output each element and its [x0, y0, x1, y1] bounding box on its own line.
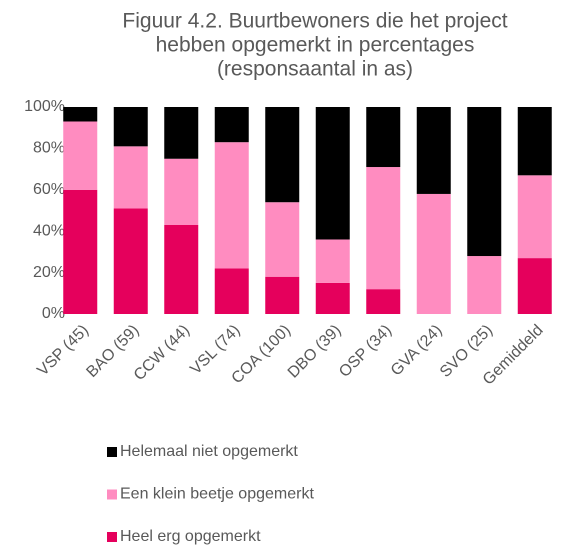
bar-segment	[113, 146, 148, 209]
x-tick-label: CCW (44)	[131, 322, 193, 384]
bar-segment	[214, 107, 249, 143]
chart-title: Figuur 4.2. Buurtbewoners die het projec…	[122, 10, 507, 33]
y-tick-label: 0%	[42, 305, 65, 322]
bar-segment	[113, 107, 148, 147]
bar-segment	[265, 202, 300, 277]
bar-segment	[63, 121, 98, 190]
y-tick-label: 40%	[33, 222, 65, 239]
y-tick-label: 20%	[33, 264, 65, 281]
chart-title: (responsaantal in as)	[217, 58, 413, 81]
legend-swatch	[107, 489, 117, 500]
legend-swatch	[107, 532, 117, 542]
bar-segment	[113, 208, 148, 314]
bar-segment	[63, 189, 98, 314]
bar-segment	[315, 282, 350, 314]
bar-segment	[467, 256, 502, 314]
bar-segment	[366, 167, 401, 290]
legend-swatch	[107, 447, 117, 457]
bar-segment	[467, 107, 502, 257]
x-tick-label: DBO (39)	[285, 322, 345, 382]
bar-segment	[265, 107, 300, 203]
legend-label: Helemaal niet opgemerkt	[120, 443, 298, 460]
x-tick-label: OSP (34)	[336, 322, 395, 381]
y-tick-label: 100%	[24, 98, 65, 115]
bar-segment	[517, 107, 552, 176]
bar-segment	[517, 175, 552, 259]
bar-segment	[214, 268, 249, 314]
bar-segment	[416, 107, 451, 194]
bar-segment	[315, 239, 350, 283]
y-tick-label: 80%	[33, 140, 65, 157]
legend-label: Een klein beetje opgemerkt	[120, 486, 314, 503]
bar-segment	[164, 107, 199, 159]
bar-segment	[517, 258, 552, 314]
bar-segment	[164, 158, 199, 225]
x-tick-label: GVA (24)	[388, 322, 446, 380]
bar-segment	[416, 193, 451, 314]
y-tick-label: 60%	[33, 181, 65, 198]
chart-title: hebben opgemerkt in percentages	[156, 34, 475, 57]
bar-segment	[265, 276, 300, 314]
bar-segment	[315, 107, 350, 240]
bar-segment	[214, 142, 249, 269]
legend-label: Heel erg opgemerkt	[120, 528, 261, 545]
bar-segment	[366, 289, 401, 314]
bar-segment	[63, 107, 98, 122]
x-tick-label: VSP (45)	[34, 322, 92, 380]
bar-segment	[164, 224, 199, 314]
bar-segment	[366, 107, 401, 168]
